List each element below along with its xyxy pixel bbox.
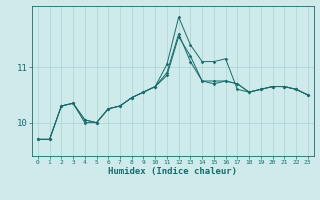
- X-axis label: Humidex (Indice chaleur): Humidex (Indice chaleur): [108, 167, 237, 176]
